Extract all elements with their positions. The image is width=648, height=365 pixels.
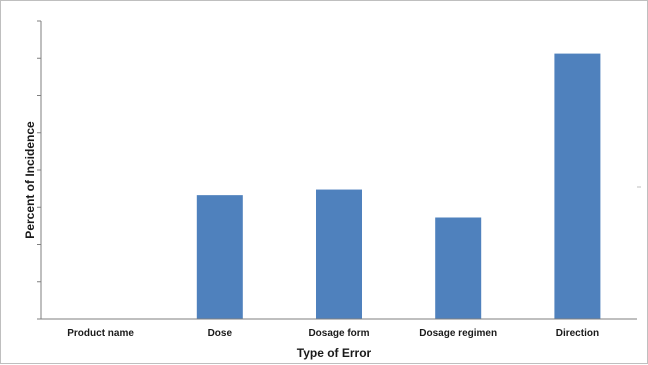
x-tick-label: Product name [67, 328, 134, 339]
x-axis-title: Type of Error [297, 346, 372, 360]
bar-dose [196, 195, 243, 319]
x-tick-label: Dosage form [308, 328, 369, 339]
y-axis-title: Percent of Incidence [23, 121, 37, 239]
x-axis-tick-labels: Product name Dose Dosage form Dosage regime… [67, 328, 599, 339]
x-tick-label: Direction [556, 328, 599, 339]
y-axis-ticks [37, 20, 41, 320]
x-tick-label: Dosage regimen [419, 328, 497, 339]
bar-direction [554, 53, 601, 319]
bar-dosage-regimen [435, 217, 482, 319]
bar-dosage-form [316, 189, 362, 319]
bars [196, 53, 601, 319]
x-tick-label: Dose [208, 328, 233, 339]
